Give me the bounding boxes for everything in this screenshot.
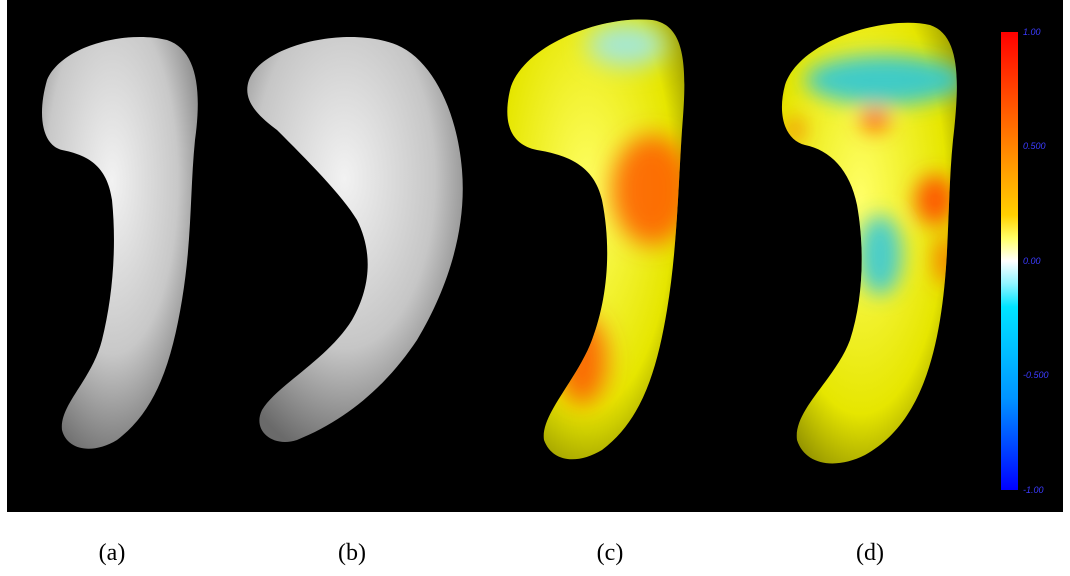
colorbar-tick-1: 1.00	[1023, 27, 1041, 37]
panel-b-shape	[247, 37, 463, 442]
caption-b: (b)	[338, 540, 366, 566]
colorbar-tick-3: 0.00	[1023, 256, 1041, 266]
colorbar	[1001, 32, 1018, 490]
caption-d: (d)	[856, 540, 884, 566]
colorbar-tick-4: -0.500	[1023, 370, 1049, 380]
caption-a: (a)	[98, 540, 126, 566]
caption-c: (c)	[596, 540, 624, 566]
panel-c-shape	[507, 19, 685, 460]
colorbar-tick-5: -1.00	[1023, 485, 1044, 495]
panel-d: 1.00 0.500 0.00 -0.500 -1.00	[745, 0, 1063, 512]
panel-a	[7, 0, 227, 512]
panel-c	[492, 0, 745, 512]
colorbar-tick-2: 0.500	[1023, 141, 1046, 151]
panel-d-shape	[781, 22, 957, 464]
panel-b	[227, 0, 492, 512]
panel-a-shape	[42, 36, 198, 449]
